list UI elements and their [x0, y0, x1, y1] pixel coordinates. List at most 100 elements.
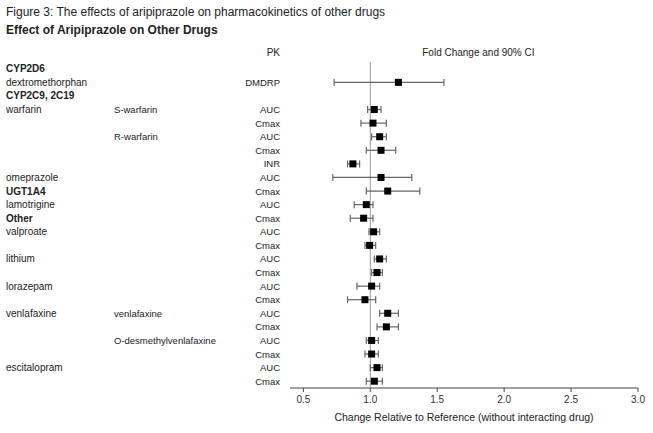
- error-cap: [398, 310, 399, 317]
- error-cap: [372, 215, 373, 222]
- pk-label: AUC: [260, 131, 280, 142]
- error-cap: [386, 255, 387, 262]
- point-estimate: [384, 310, 391, 317]
- error-cap: [364, 351, 365, 358]
- point-estimate: [368, 283, 375, 290]
- tick-mark: [437, 388, 438, 392]
- pk-label: AUC: [260, 253, 280, 264]
- error-cap: [382, 364, 383, 371]
- error-cap: [372, 201, 373, 208]
- drug-label: lithium: [6, 253, 35, 264]
- drug-heading: UGT1A4: [6, 186, 46, 197]
- drug-label: warfarin: [5, 104, 42, 115]
- point-estimate: [370, 228, 377, 235]
- error-cap: [364, 242, 365, 249]
- error-cap: [386, 133, 387, 140]
- point-estimate: [366, 242, 373, 249]
- error-cap: [347, 160, 348, 167]
- drug-label: dextromethorphan: [6, 77, 87, 88]
- pk-label: AUC: [260, 362, 280, 373]
- error-cap: [382, 269, 383, 276]
- pk-label: Cmax: [255, 186, 280, 197]
- pk-label: AUC: [260, 335, 280, 346]
- point-estimate: [361, 296, 368, 303]
- pk-label: AUC: [260, 281, 280, 292]
- x-axis: 0.51.01.52.02.53.0Change Relative to Ref…: [290, 388, 645, 423]
- error-cap: [366, 337, 367, 344]
- point-estimate: [395, 79, 402, 86]
- point-estimate: [363, 201, 370, 208]
- pk-label: Cmax: [255, 267, 280, 278]
- error-cap: [380, 106, 381, 113]
- error-cap: [366, 147, 367, 154]
- pk-label: INR: [264, 158, 281, 169]
- pk-label: Cmax: [255, 118, 280, 129]
- error-cap: [366, 378, 367, 385]
- error-cap: [367, 106, 368, 113]
- chart: Figure 3: The effects of aripiprazole on…: [0, 0, 653, 433]
- error-cap: [359, 160, 360, 167]
- pk-label: Cmax: [255, 145, 280, 156]
- drug-heading: Other: [6, 213, 33, 224]
- error-cap: [382, 378, 383, 385]
- error-cap: [356, 283, 357, 290]
- point-estimate: [374, 364, 381, 371]
- error-cap: [378, 337, 379, 344]
- plot-area: [333, 62, 444, 388]
- pk-label: AUC: [260, 104, 280, 115]
- metabolite-label: R-warfarin: [114, 131, 158, 142]
- point-estimate: [376, 255, 383, 262]
- error-cap: [370, 364, 371, 371]
- point-estimate: [383, 323, 390, 330]
- tick-label: 1.5: [430, 394, 444, 405]
- tick-label: 3.0: [631, 394, 645, 405]
- tick-mark: [370, 388, 371, 392]
- error-cap: [379, 283, 380, 290]
- pk-label: Cmax: [255, 349, 280, 360]
- drug-label: omeprazole: [6, 172, 59, 183]
- error-cap: [419, 188, 420, 195]
- metabolite-label: S-warfarin: [114, 104, 157, 115]
- point-estimate: [368, 337, 375, 344]
- error-cap: [366, 188, 367, 195]
- error-bar: [366, 190, 420, 191]
- point-estimate: [369, 120, 376, 127]
- drug-label: valproate: [6, 226, 48, 237]
- drug-heading: CYP2C9, 2C19: [6, 90, 75, 101]
- title: Figure 3: The effects of aripiprazole on…: [6, 5, 385, 19]
- background: [0, 0, 653, 433]
- error-cap: [379, 228, 380, 235]
- pk-label: AUC: [260, 199, 280, 210]
- error-cap: [332, 174, 333, 181]
- point-estimate: [371, 106, 378, 113]
- drug-heading: CYP2D6: [6, 63, 45, 74]
- tick-label: 2.5: [564, 394, 578, 405]
- pk-label: AUC: [260, 172, 280, 183]
- column-header: Fold Change and 90% CI: [422, 47, 534, 58]
- point-estimate: [349, 160, 356, 167]
- tick-mark: [638, 388, 639, 392]
- pk-label: AUC: [260, 226, 280, 237]
- row-labels: CYP2D6dextromethorphanDMDRPCYP2C9, 2C19w…: [5, 63, 280, 386]
- error-cap: [354, 201, 355, 208]
- pk-label: AUC: [260, 308, 280, 319]
- drug-label: venlafaxine: [6, 308, 57, 319]
- error-cap: [376, 323, 377, 330]
- pk-label: Cmax: [255, 294, 280, 305]
- x-axis-label: Change Relative to Reference (without in…: [334, 411, 593, 423]
- error-cap: [371, 269, 372, 276]
- metabolite-label: venlafaxine: [114, 308, 162, 319]
- tick-label: 2.0: [497, 394, 511, 405]
- point-estimate: [360, 215, 367, 222]
- error-cap: [347, 296, 348, 303]
- error-cap: [375, 242, 376, 249]
- error-cap: [375, 296, 376, 303]
- error-bar: [334, 82, 444, 83]
- error-cap: [411, 174, 412, 181]
- tick-mark: [303, 388, 304, 392]
- drug-label: lamotrigine: [6, 199, 55, 210]
- metabolite-label: O-desmethylvenlafaxine: [114, 335, 216, 346]
- pk-label: Cmax: [255, 321, 280, 332]
- error-cap: [368, 228, 369, 235]
- error-cap: [395, 147, 396, 154]
